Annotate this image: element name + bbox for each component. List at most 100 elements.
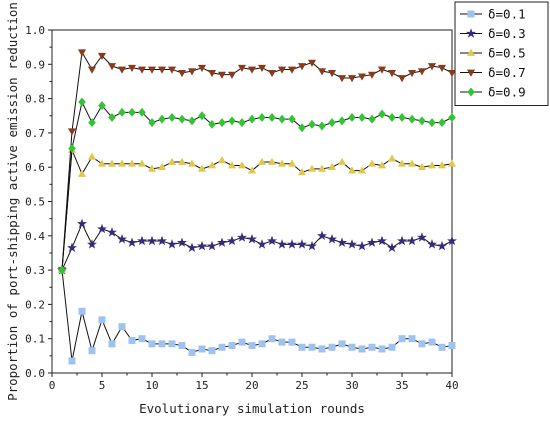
- data-point-square: [348, 343, 356, 351]
- data-point-triangle-down: [237, 64, 247, 73]
- data-point-star: [197, 240, 207, 251]
- x-tick-label: 40: [445, 379, 458, 392]
- data-point-triangle: [437, 161, 447, 169]
- data-point-star: [87, 239, 97, 249]
- data-point-triangle-down: [147, 66, 157, 74]
- data-point-star: [257, 239, 267, 249]
- data-point-triangle-down: [177, 70, 187, 78]
- data-point-triangle: [357, 166, 367, 174]
- series-line: [61, 222, 453, 271]
- legend-label: δ=0.5: [488, 46, 526, 61]
- data-point-triangle-down: [117, 66, 127, 74]
- series-2: [57, 218, 457, 275]
- data-point-square: [178, 342, 186, 350]
- data-point-triangle-down: [367, 71, 377, 79]
- data-point-square: [278, 338, 286, 346]
- data-point-star: [147, 235, 157, 246]
- data-point-diamond: [168, 112, 176, 122]
- data-point-square: [288, 338, 296, 346]
- data-point-diamond: [278, 114, 286, 124]
- data-point-diamond: [348, 112, 356, 122]
- data-point-square: [398, 335, 406, 343]
- data-point-square: [68, 357, 76, 365]
- data-point-diamond: [108, 112, 116, 122]
- data-point-star: [437, 240, 447, 251]
- axes: [51, 29, 453, 374]
- data-point-triangle: [237, 161, 247, 169]
- data-point-square: [118, 323, 126, 331]
- data-point-triangle: [466, 48, 476, 56]
- data-point-triangle: [337, 157, 347, 165]
- data-point-triangle: [407, 159, 417, 167]
- data-point-star: [397, 235, 407, 246]
- data-point-star: [107, 227, 117, 237]
- data-point-triangle: [327, 162, 337, 171]
- data-point-star: [217, 237, 227, 247]
- data-point-square: [188, 348, 196, 356]
- y-tick-label: 0.9: [25, 58, 45, 71]
- data-point-square: [268, 335, 276, 343]
- data-point-star: [97, 223, 107, 234]
- data-point-diamond: [378, 109, 386, 119]
- series-line: [61, 100, 453, 271]
- y-tick-label: 0.3: [25, 264, 45, 277]
- data-point-triangle-down: [167, 66, 177, 74]
- data-point-diamond: [118, 107, 126, 117]
- legend-item: δ=0.1: [460, 7, 526, 22]
- data-point-diamond: [308, 119, 316, 129]
- y-tick-label: 0.5: [25, 196, 45, 209]
- data-point-star: [137, 235, 147, 246]
- data-point-triangle: [317, 164, 327, 172]
- data-point-triangle-down: [67, 128, 77, 136]
- data-point-square: [308, 343, 316, 351]
- y-tick-label: 0.2: [25, 298, 45, 311]
- y-tick-label: 1.0: [25, 24, 45, 37]
- data-point-triangle-down: [87, 66, 97, 74]
- data-point-triangle-down: [157, 66, 167, 74]
- data-point-triangle: [177, 157, 187, 165]
- data-point-triangle: [347, 166, 357, 174]
- data-point-diamond: [288, 114, 296, 124]
- data-point-triangle-down: [377, 66, 387, 74]
- data-point-triangle: [97, 159, 107, 167]
- series-line: [61, 149, 453, 271]
- data-point-diamond: [238, 118, 246, 128]
- data-point-square: [328, 343, 336, 351]
- series-1: [58, 266, 456, 365]
- data-point-diamond: [138, 107, 146, 117]
- x-tick-label: 0: [49, 379, 56, 392]
- data-point-star: [247, 234, 257, 244]
- data-point-triangle-down: [197, 64, 207, 73]
- y-tick-label: 0.0: [25, 367, 45, 380]
- data-point-diamond: [88, 118, 96, 128]
- legend-item: δ=0.7: [460, 65, 526, 80]
- data-point-triangle: [257, 157, 267, 165]
- y-tick-label: 0.4: [25, 230, 45, 243]
- data-point-triangle: [447, 159, 457, 167]
- data-point-square: [108, 340, 116, 348]
- data-point-triangle: [77, 169, 87, 177]
- data-point-square: [228, 342, 236, 350]
- data-point-diamond: [268, 112, 276, 122]
- data-point-square: [338, 340, 346, 348]
- data-point-triangle: [147, 164, 157, 172]
- data-point-triangle-down: [297, 63, 307, 71]
- data-point-star: [287, 239, 297, 249]
- data-point-triangle-down: [427, 63, 437, 71]
- data-point-square: [148, 340, 156, 348]
- data-point-triangle: [377, 161, 387, 169]
- y-tick-label: 0.7: [25, 127, 45, 140]
- data-point-star: [127, 237, 137, 247]
- data-point-diamond: [258, 112, 266, 122]
- legend-item: δ=0.3: [460, 26, 526, 41]
- data-point-diamond: [408, 114, 416, 124]
- data-point-triangle: [207, 161, 217, 169]
- data-point-triangle-down: [417, 68, 427, 76]
- x-tick-label: 5: [99, 379, 106, 392]
- data-point-diamond: [148, 118, 156, 128]
- data-point-diamond: [358, 112, 366, 122]
- data-point-triangle: [417, 162, 427, 171]
- data-point-star: [367, 237, 377, 247]
- legend-label: δ=0.9: [488, 85, 526, 100]
